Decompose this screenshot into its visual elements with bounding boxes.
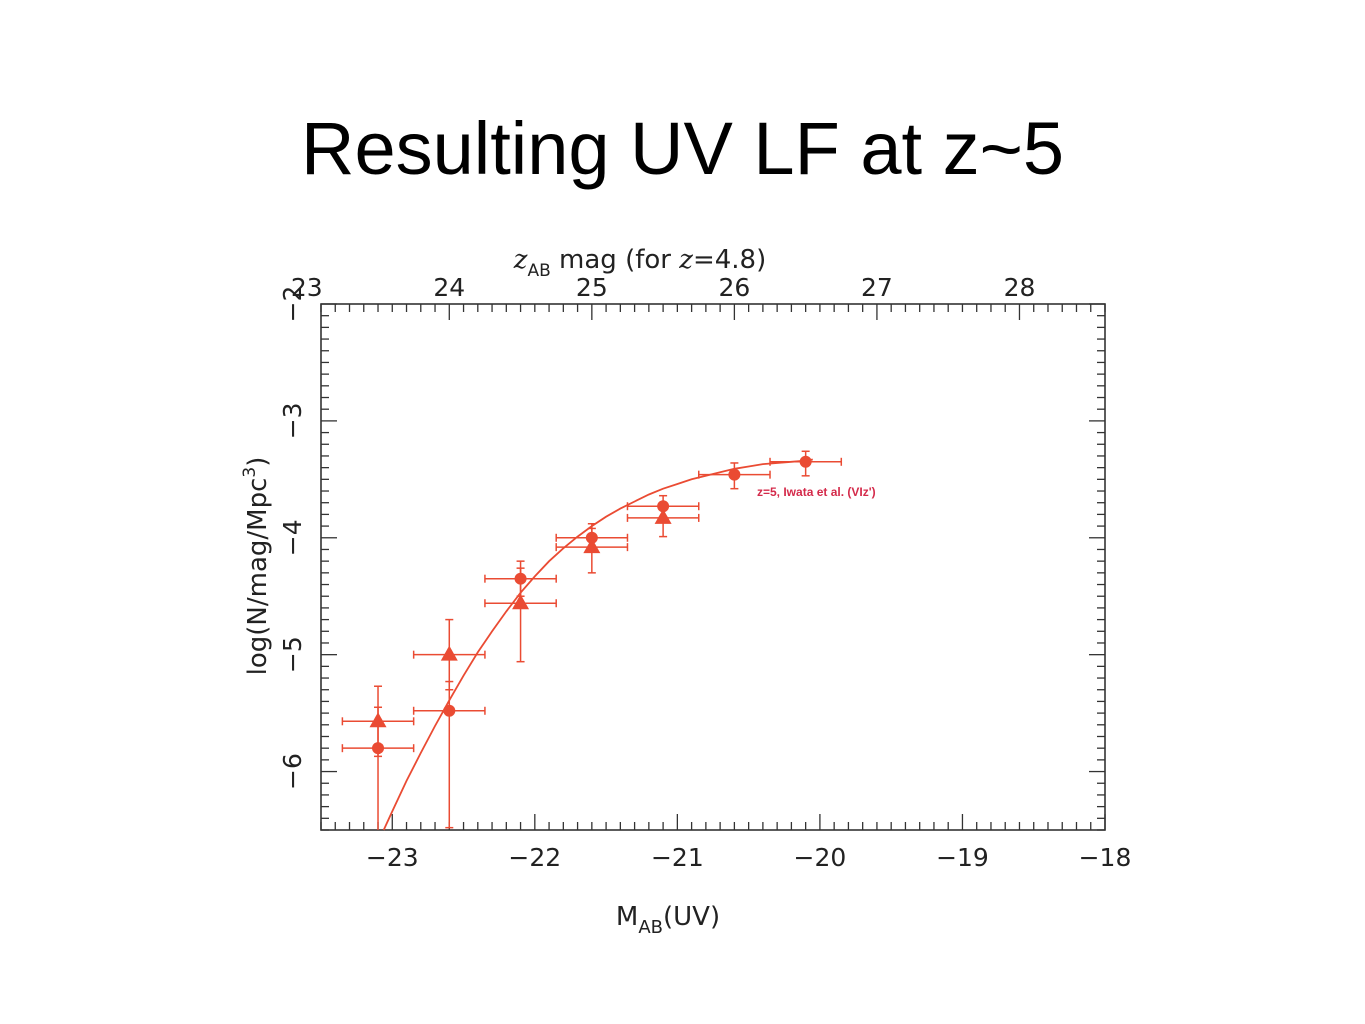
data-point-circle: [657, 500, 670, 513]
x-tick-labels: −23 −22 −21 −20 −19 −18: [366, 843, 1131, 872]
data-point-circle: [585, 531, 598, 544]
top-tick-label: 26: [718, 273, 750, 302]
slide-title: Resulting UV LF at z~5: [301, 107, 1064, 190]
data-point-circle: [728, 468, 741, 481]
top-axis-title-mid: mag (for: [551, 245, 679, 275]
data-point-circle: [372, 742, 385, 755]
top-tick-label: 24: [433, 273, 465, 302]
y-tick-label: −3: [278, 402, 307, 439]
top-axis-title-z2: z: [678, 245, 693, 275]
data-markers: [369, 455, 812, 755]
x-axis-title-sub: AB: [638, 917, 663, 938]
x-tick-label: −21: [651, 843, 704, 872]
data-point-circle: [443, 704, 456, 717]
y-tick-label: −5: [278, 636, 307, 673]
error-bars: [341, 450, 843, 830]
data-point-triangle: [583, 538, 601, 554]
y-tick-label: −2: [278, 286, 307, 323]
x-tick-label: −23: [366, 843, 419, 872]
top-axis-title-tail: =4.8): [693, 245, 766, 275]
top-tick-label: 25: [576, 273, 608, 302]
x-tick-label: −18: [1079, 843, 1132, 872]
top-tick-label: 27: [861, 273, 893, 302]
top-axis-title-sub: AB: [527, 261, 550, 281]
axis-ticks: [320, 303, 1106, 831]
data-point-triangle: [440, 645, 458, 661]
data-point-triangle: [654, 508, 672, 524]
top-tick-label: 28: [1004, 273, 1036, 302]
y-tick-label: −6: [278, 753, 307, 790]
data-point-triangle: [512, 594, 530, 610]
data-point-circle: [514, 572, 527, 585]
top-tick-labels: 23 24 25 26 27 28: [291, 273, 1036, 302]
x-axis-title-tail: (UV): [663, 902, 720, 932]
x-axis-title-main: M: [616, 902, 638, 932]
y-tick-labels: −6 −5 −4 −3 −2: [278, 286, 307, 790]
top-axis-title-z: z: [513, 245, 528, 275]
data-point-circle: [799, 455, 812, 468]
x-axis-title: MAB(UV): [616, 902, 720, 938]
x-tick-label: −22: [508, 843, 561, 872]
y-axis-title-main: log(N/mag/Mpc: [243, 478, 273, 676]
top-tick-label: 23: [291, 273, 323, 302]
top-axis-title: zAB mag (for z=4.8): [513, 245, 766, 281]
x-tick-label: −20: [794, 843, 847, 872]
x-tick-label: −19: [936, 843, 989, 872]
plot-frame: [320, 303, 1106, 831]
data-point-triangle: [369, 712, 387, 728]
legend-label: z=5, Iwata et al. (VIz'): [757, 485, 876, 499]
y-axis-title: log(N/mag/Mpc3): [240, 457, 273, 676]
y-axis-title-sup: 3: [240, 467, 260, 478]
fit-curve: [382, 458, 813, 831]
y-axis-title-tail: ): [243, 457, 273, 467]
y-tick-label: −4: [278, 519, 307, 556]
